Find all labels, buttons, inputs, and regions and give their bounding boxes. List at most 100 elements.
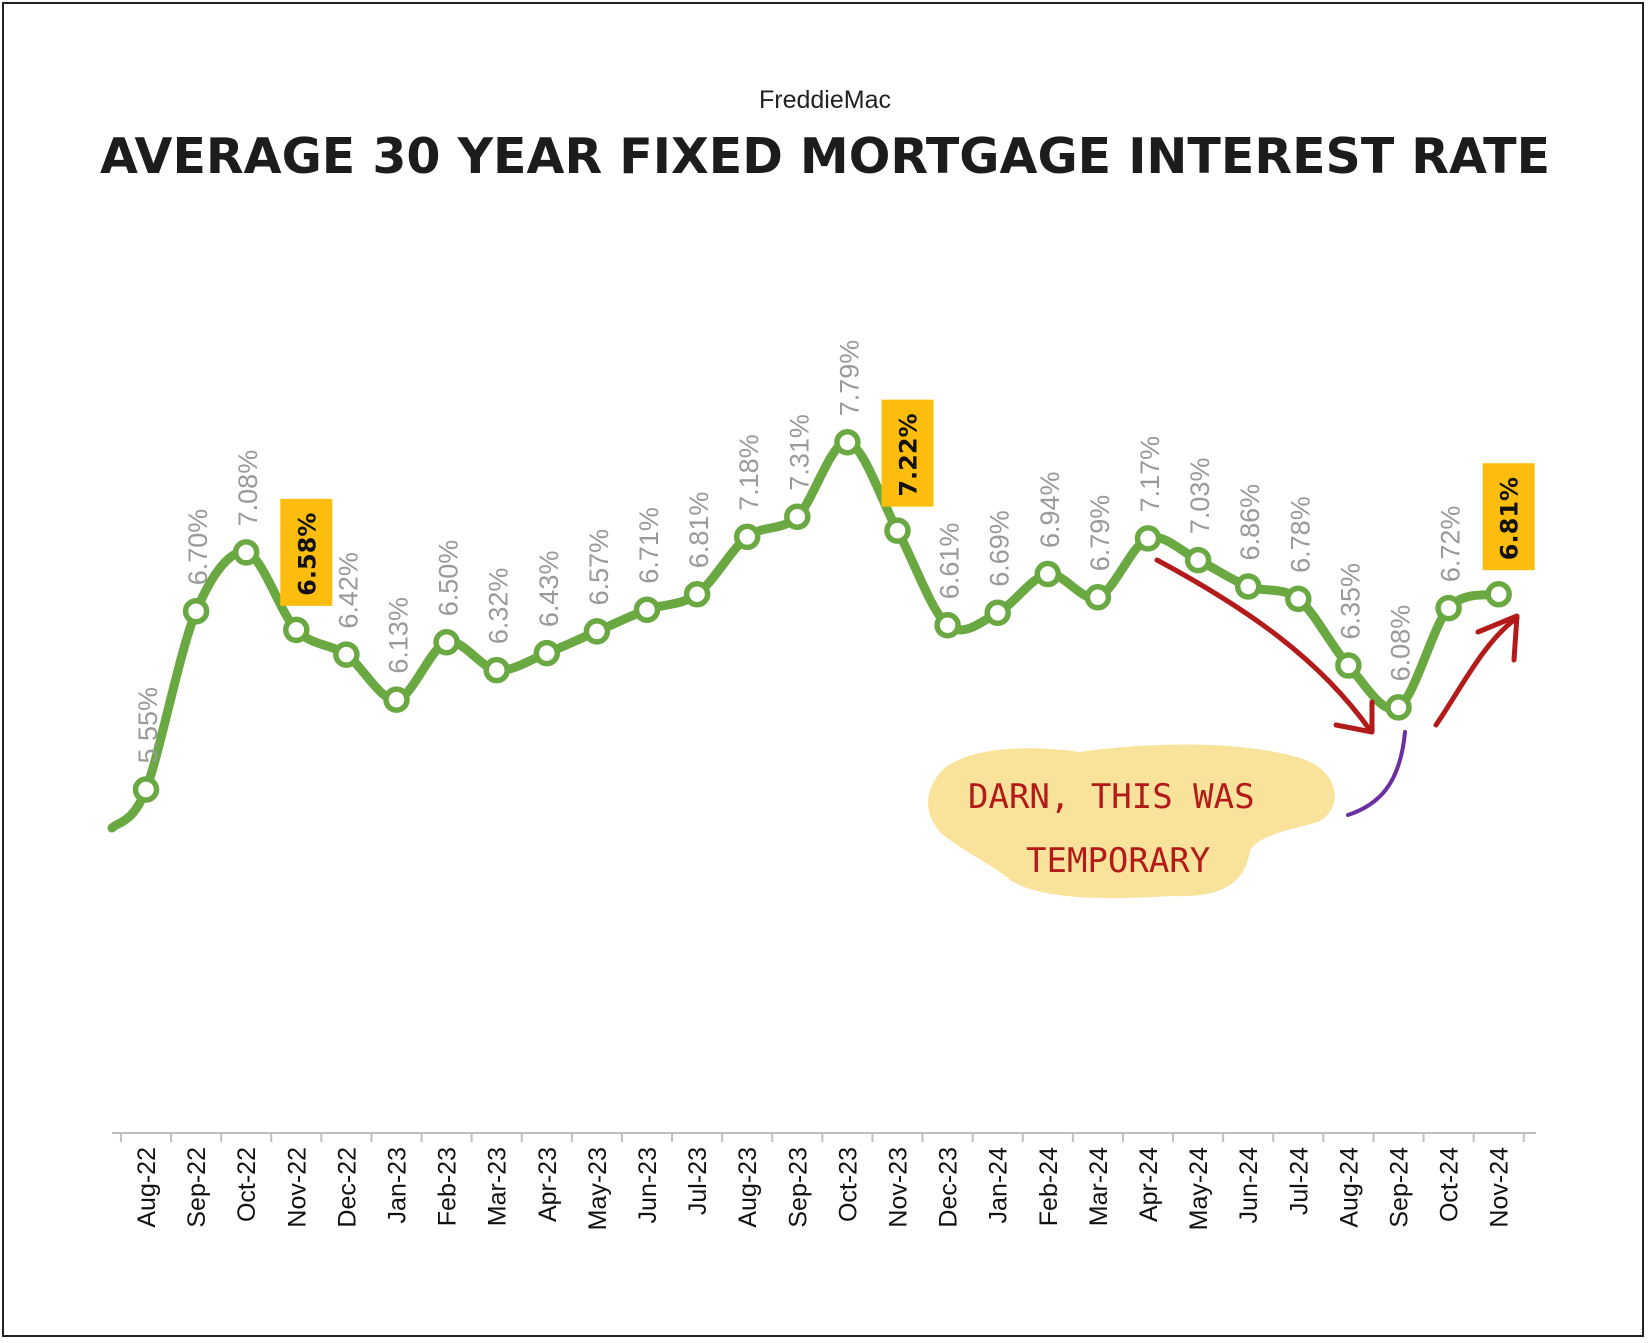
data-label: 7.03% bbox=[1185, 458, 1215, 535]
x-tick-label: Oct-23 bbox=[834, 1147, 862, 1222]
data-point bbox=[633, 596, 661, 623]
up-arrow bbox=[1433, 613, 1520, 728]
data-point bbox=[1335, 652, 1362, 679]
x-tick-label: May-23 bbox=[584, 1147, 612, 1230]
data-point bbox=[182, 598, 210, 625]
chart-source: FreddieMac bbox=[759, 86, 891, 114]
x-tick-label: Mar-23 bbox=[484, 1147, 512, 1226]
highlight-label: 6.81% bbox=[1482, 463, 1535, 571]
data-label: 6.79% bbox=[1085, 495, 1115, 572]
x-tick-label: Apr-24 bbox=[1135, 1147, 1163, 1222]
x-axis: Aug-22 Sep-22 Oct-22 Nov-22 Dec-22 Jan-23 Feb-… bbox=[112, 1132, 1536, 1230]
data-point bbox=[383, 686, 410, 713]
data-point bbox=[283, 616, 310, 644]
data-label: 6.69% bbox=[985, 510, 1015, 587]
data-point bbox=[483, 656, 510, 684]
pointer-stroke bbox=[1346, 730, 1407, 817]
x-tick-label: Sep-22 bbox=[183, 1147, 211, 1228]
data-point bbox=[1134, 525, 1162, 552]
x-tick-label: Dec-23 bbox=[935, 1147, 963, 1228]
chart-title: AVERAGE 30 YEAR FIXED MORTGAGE INTEREST … bbox=[99, 128, 1551, 185]
data-point bbox=[733, 523, 761, 551]
x-tick-label: Apr-23 bbox=[534, 1147, 562, 1222]
data-point bbox=[1385, 694, 1412, 721]
x-tick-label: Oct-24 bbox=[1436, 1147, 1464, 1222]
highlight-label-bg bbox=[1482, 463, 1535, 571]
data-point bbox=[333, 641, 360, 668]
x-tick-label: Oct-22 bbox=[233, 1147, 261, 1222]
data-point bbox=[1184, 546, 1212, 574]
data-label: 6.58% bbox=[293, 513, 321, 596]
data-label: 6.32% bbox=[484, 568, 514, 645]
x-tick-label: Jan-24 bbox=[985, 1147, 1013, 1224]
data-point bbox=[1485, 580, 1512, 608]
data-label: 5.55% bbox=[133, 687, 163, 764]
x-tick-label: Sep-24 bbox=[1386, 1147, 1414, 1228]
x-tick-label: Dec-22 bbox=[333, 1147, 361, 1228]
x-tick-label: Jul-23 bbox=[684, 1147, 712, 1215]
data-label: 6.42% bbox=[333, 552, 363, 629]
data-label-layer: 5.55% 6.70% 7.08% 6.58% 6.42% 6.13% 6.50% 6.32%… bbox=[133, 340, 1535, 764]
data-label: 6.81% bbox=[684, 492, 714, 569]
x-tick-label: Aug-22 bbox=[133, 1147, 161, 1228]
data-point bbox=[1084, 584, 1112, 611]
data-point bbox=[433, 629, 460, 656]
highlight-label-bg bbox=[881, 399, 934, 507]
data-point bbox=[834, 429, 861, 456]
data-label: 6.81% bbox=[1496, 477, 1524, 560]
data-label: 7.08% bbox=[233, 450, 263, 527]
data-point bbox=[1234, 573, 1262, 600]
x-tick-label: Nov-22 bbox=[283, 1147, 311, 1228]
data-point bbox=[533, 639, 561, 667]
data-label: 7.17% bbox=[1135, 436, 1165, 513]
data-label: 7.22% bbox=[895, 413, 923, 496]
x-tick-label: Nov-23 bbox=[885, 1147, 913, 1228]
data-label: 6.70% bbox=[183, 509, 213, 586]
data-label: 6.72% bbox=[1436, 506, 1466, 583]
data-point bbox=[583, 618, 611, 645]
data-label: 6.71% bbox=[634, 507, 664, 584]
x-tick-label: Jun-23 bbox=[634, 1147, 662, 1223]
data-label: 7.18% bbox=[734, 434, 764, 511]
x-tick-label: Aug-23 bbox=[734, 1147, 762, 1228]
data-point bbox=[232, 539, 260, 566]
data-label: 6.50% bbox=[434, 540, 464, 617]
data-label: 6.35% bbox=[1335, 563, 1365, 640]
x-tick-label: Feb-23 bbox=[434, 1147, 462, 1226]
data-point bbox=[683, 580, 711, 608]
down-arrow bbox=[1154, 557, 1375, 735]
data-label: 6.86% bbox=[1235, 484, 1265, 561]
annotation: DARN, THIS WAS TEMPORARY bbox=[928, 557, 1520, 899]
data-point bbox=[784, 503, 811, 530]
data-point bbox=[1435, 594, 1462, 622]
data-point bbox=[934, 611, 961, 639]
data-label: 6.61% bbox=[935, 523, 965, 600]
highlight-label-bg bbox=[280, 498, 333, 606]
annotation-highlight-blob bbox=[928, 744, 1335, 899]
x-tick-label: May-24 bbox=[1185, 1147, 1213, 1230]
x-tick-label: Feb-24 bbox=[1035, 1147, 1063, 1226]
data-point bbox=[1285, 585, 1312, 613]
data-label: 6.57% bbox=[584, 529, 614, 606]
x-tick-label: Aug-24 bbox=[1335, 1147, 1363, 1228]
x-tick-label: Jan-23 bbox=[384, 1147, 412, 1223]
data-point bbox=[984, 599, 1011, 627]
data-label: 6.94% bbox=[1035, 471, 1065, 548]
x-tick-label: Jul-24 bbox=[1285, 1147, 1313, 1215]
annotation-line-2: TEMPORARY bbox=[1026, 841, 1210, 881]
data-label: 6.13% bbox=[384, 597, 414, 674]
highlight-label: 6.58% bbox=[280, 498, 333, 606]
data-label: 6.43% bbox=[534, 551, 564, 628]
data-label: 6.08% bbox=[1386, 605, 1416, 682]
annotation-line-1: DARN, THIS WAS bbox=[968, 777, 1255, 817]
data-label: 6.78% bbox=[1285, 496, 1315, 573]
data-label: 7.79% bbox=[834, 340, 864, 417]
x-tick-label: Mar-24 bbox=[1085, 1147, 1113, 1226]
data-label: 7.31% bbox=[784, 414, 814, 491]
highlight-label: 7.22% bbox=[881, 399, 934, 507]
x-tick-label: Nov-24 bbox=[1486, 1147, 1514, 1228]
series-line-layer bbox=[107, 429, 1512, 833]
x-tick-label: Sep-23 bbox=[784, 1147, 812, 1228]
